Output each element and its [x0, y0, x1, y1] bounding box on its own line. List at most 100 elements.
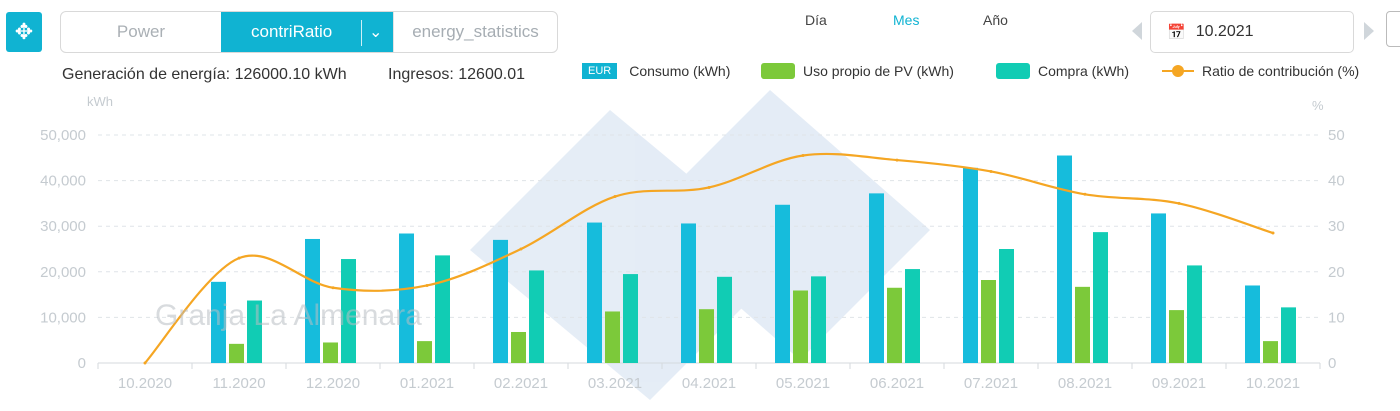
bar-consumo — [493, 239, 508, 363]
bar-consumo — [775, 204, 790, 363]
left-axis: 0 10,000 20,000 30,000 40,000 50,000 — [40, 127, 86, 372]
ratio-point — [989, 169, 993, 173]
ratio-point — [613, 195, 617, 199]
bar-consumo — [399, 233, 414, 363]
bar-uso-propio — [793, 290, 808, 363]
legend-ratio[interactable]: Ratio de contribución (%) — [1162, 63, 1359, 79]
bar-compra — [529, 270, 544, 363]
x-tick-label: 08.2021 — [1058, 375, 1112, 392]
y-tick-label-right: 50 — [1328, 127, 1345, 144]
x-tick-label: 10.2021 — [1246, 375, 1300, 392]
bar-consumo — [681, 223, 696, 363]
tab-power[interactable]: Power — [116, 22, 166, 41]
ratio-point — [1177, 201, 1181, 205]
bar-compra — [247, 300, 262, 363]
period-dia[interactable]: Día — [805, 12, 827, 28]
y-tick-label: 0 — [78, 355, 86, 372]
legend-label: Compra (kWh) — [1038, 63, 1130, 79]
edge-button[interactable] — [1386, 11, 1400, 47]
previous-arrow-icon[interactable] — [1132, 22, 1142, 40]
bar-uso-propio — [1169, 310, 1184, 363]
bar-consumo — [963, 167, 978, 363]
x-axis: 10.2020 11.2020 12.2020 01.2021 02.2021 03.20… — [97, 363, 1321, 392]
legend-label: Consumo (kWh) — [629, 63, 731, 79]
y-tick-label: 30,000 — [40, 218, 86, 235]
period-ano[interactable]: Año — [983, 12, 1008, 28]
chevron-down-icon[interactable]: ⌄ — [369, 24, 383, 41]
ratio-line-path — [144, 152, 1274, 364]
x-tick-label: 03.2021 — [588, 375, 642, 392]
next-arrow-icon[interactable] — [1364, 22, 1374, 40]
bar-compra — [1187, 265, 1202, 363]
legend-label: Uso propio de PV (kWh) — [803, 63, 954, 79]
move-button[interactable]: ✥ — [6, 12, 42, 52]
y-axis-label-right: % — [1312, 98, 1324, 113]
bar-compra — [999, 249, 1014, 363]
legend-swatch — [761, 63, 795, 79]
bar-uso-propio — [699, 309, 714, 363]
legend-swatch — [1162, 64, 1194, 78]
calendar-icon: 📅 — [1167, 24, 1186, 41]
legend-uso-propio[interactable]: Uso propio de PV (kWh) — [761, 63, 954, 79]
bar-uso-propio — [1263, 341, 1278, 363]
ratio-point — [237, 256, 241, 260]
y-tick-label-right: 20 — [1328, 264, 1345, 281]
x-tick-label: 07.2021 — [964, 375, 1018, 392]
legend-compra[interactable]: Compra (kWh) — [996, 63, 1129, 79]
x-tick-label: 01.2021 — [400, 375, 454, 392]
bar-uso-propio — [323, 342, 338, 363]
date-value: 10.2021 — [1195, 23, 1254, 40]
bar-uso-propio — [229, 343, 244, 363]
bar-compra — [811, 276, 826, 363]
ratio-point — [1083, 192, 1087, 196]
bar-consumo — [1057, 155, 1072, 363]
bar-consumo — [211, 281, 226, 363]
income-stat: Ingresos: 12600.01 — [388, 66, 525, 83]
ratio-line — [143, 152, 1275, 365]
bar-consumo — [869, 193, 884, 363]
legend-consumo[interactable]: EUR Consumo (kWh) — [582, 63, 730, 79]
y-tick-label: 10,000 — [40, 309, 86, 326]
y-tick-label: 20,000 — [40, 264, 86, 281]
x-tick-label: 11.2020 — [212, 375, 265, 392]
x-tick-label: 04.2021 — [682, 375, 736, 392]
bar-uso-propio — [981, 280, 996, 363]
ratio-point — [801, 154, 805, 158]
y-axis-label-left: kWh — [87, 94, 113, 109]
bar-consumo — [1151, 213, 1166, 363]
x-tick-label: 02.2021 — [494, 375, 548, 392]
x-tick-label: 09.2021 — [1152, 375, 1206, 392]
bar-compra — [341, 259, 356, 363]
bar-uso-propio — [887, 287, 902, 363]
bar-uso-propio — [605, 311, 620, 363]
tab-divider — [361, 20, 362, 46]
watermark-text: Granja La Almenara — [155, 299, 422, 332]
right-axis: 0 10 20 30 40 50 — [1328, 127, 1345, 372]
legend-swatch — [996, 63, 1030, 79]
x-tick-label: 12.2020 — [306, 375, 360, 392]
tab-contriratio[interactable]: contriRatio ⌄ — [221, 12, 393, 52]
bar-consumo — [1245, 285, 1260, 363]
y-tick-label-right: 30 — [1328, 218, 1345, 235]
tab-contriratio-label: contriRatio — [251, 22, 333, 41]
y-tick-label-right: 40 — [1328, 173, 1345, 190]
bar-compra — [435, 255, 450, 363]
bar-uso-propio — [1075, 286, 1090, 363]
bar-uso-propio — [511, 331, 526, 363]
x-tick-label: 10.2020 — [118, 375, 172, 392]
ratio-point — [519, 247, 523, 251]
move-arrows-icon: ✥ — [14, 19, 34, 44]
y-tick-label: 50,000 — [40, 127, 86, 144]
bar-consumo — [587, 222, 602, 363]
bar-compra — [1093, 232, 1108, 363]
period-mes[interactable]: Mes — [893, 12, 920, 28]
bar-compra — [717, 276, 732, 363]
ratio-point — [895, 158, 899, 162]
x-tick-label: 06.2021 — [870, 375, 924, 392]
generation-stat: Generación de energía: 126000.10 kWh — [62, 66, 347, 83]
bar-uso-propio — [417, 341, 432, 363]
date-picker[interactable]: 📅 10.2021 — [1150, 11, 1354, 53]
ratio-point — [425, 283, 429, 287]
tab-energy-statistics[interactable]: energy_statistics — [393, 12, 557, 52]
